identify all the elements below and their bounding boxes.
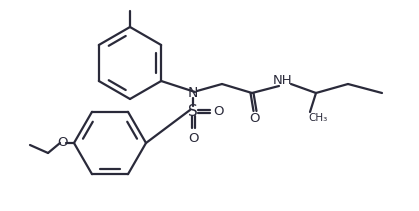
Text: S: S bbox=[188, 104, 198, 119]
Text: O: O bbox=[213, 104, 223, 118]
Text: O: O bbox=[188, 131, 198, 145]
Text: NH: NH bbox=[273, 73, 293, 87]
Text: O: O bbox=[250, 111, 260, 124]
Text: N: N bbox=[188, 86, 198, 100]
Text: CH₃: CH₃ bbox=[308, 113, 328, 123]
Text: O: O bbox=[57, 137, 67, 150]
